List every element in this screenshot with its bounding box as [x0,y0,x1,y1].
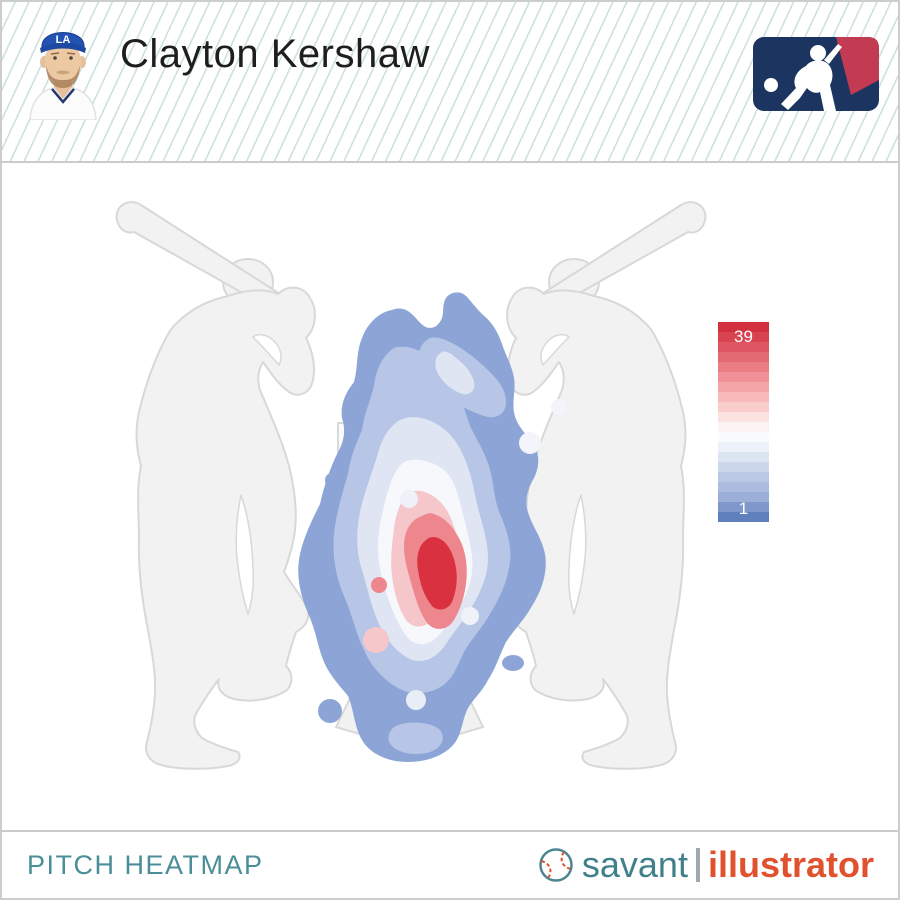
jersey-collar [51,88,75,104]
batter-silhouette-right [506,201,707,770]
legend-band [718,462,769,472]
legend-band [718,322,769,332]
pitch-heatmap-plot [115,201,707,770]
legend-band [718,352,769,362]
brand-illustrator: illustrator [707,844,874,885]
legend-max-label: 39 [734,327,753,346]
mlb-logo [752,36,880,112]
legend-min-label: 1 [738,499,749,518]
player-name: Clayton Kershaw [120,32,430,76]
legend-band [718,372,769,382]
heatmap-area: 39 1 [2,163,898,830]
legend-band [718,332,769,342]
density-hole [406,690,426,710]
legend-band [718,402,769,412]
batter-silhouette-left [115,201,316,770]
legend-band [718,482,769,492]
cap-brim [40,42,86,53]
legend-band [718,422,769,432]
mlb-ball-dot [764,78,778,92]
legend-band [718,362,769,372]
footer: PITCH HEATMAP savant illustrator [2,830,898,898]
player-headshot-graphic: LA [29,32,97,121]
density-contours [298,292,567,762]
chart-title: PITCH HEATMAP [27,849,264,880]
legend-band [718,452,769,462]
avatar: LA [22,10,102,121]
legend-band [718,512,769,522]
legend-band [718,412,769,422]
mlb-batter-silhouette [781,44,842,111]
density-hole [519,432,541,454]
legend-band [718,432,769,442]
jersey [29,87,97,121]
legend-colorbar: 39 1 [718,322,769,522]
savant-illustrator-logo: savant illustrator [538,844,874,886]
legend-band [718,342,769,352]
legend-band [718,442,769,452]
density-hole [400,490,418,508]
legend-band [718,502,769,512]
mlb-logo-icon [753,37,879,111]
brand-separator [695,848,700,882]
legend-band [718,492,769,502]
baseball-icon [539,848,573,882]
legend-band [718,382,769,392]
cap-la-logo: LA [56,34,71,46]
beard [46,66,80,88]
density-hole [461,607,479,625]
header: LA Clayton Kershaw [2,2,898,163]
density-hole [551,399,567,415]
brand-savant: savant [581,844,688,885]
legend-band [718,392,769,402]
legend-band [718,472,769,482]
